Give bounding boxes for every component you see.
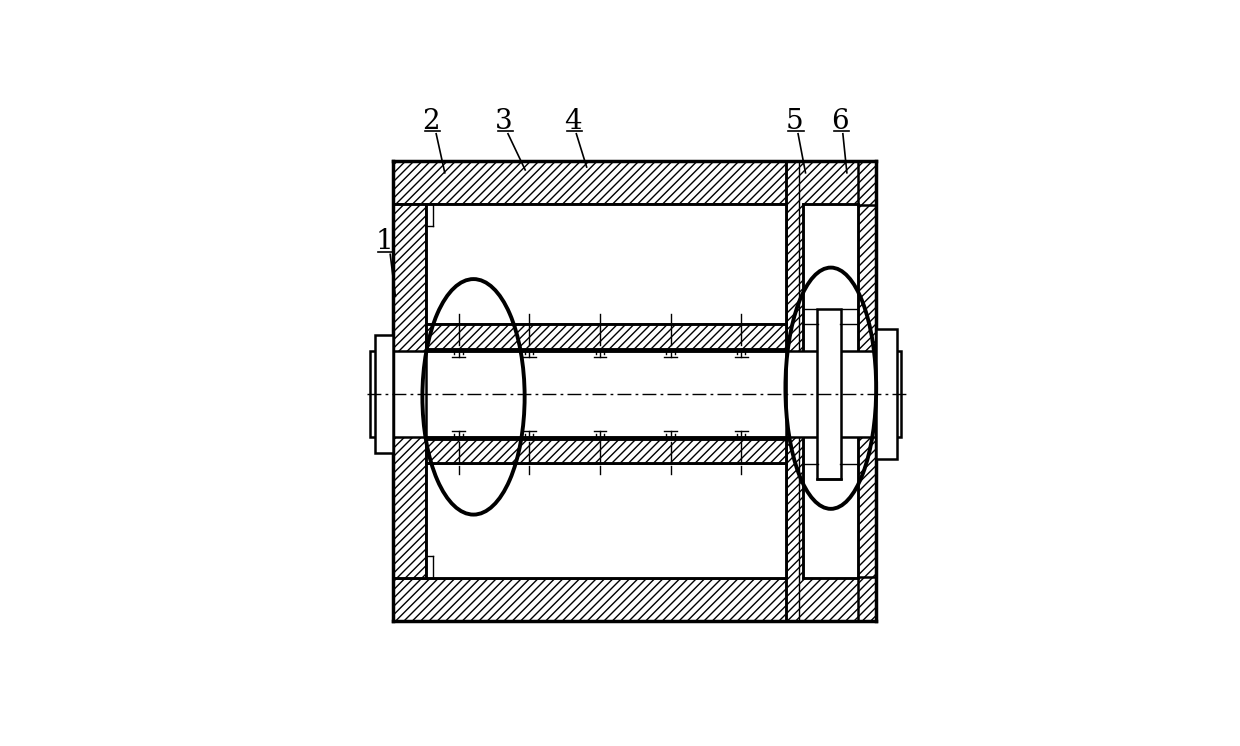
Bar xyxy=(427,325,786,349)
Bar xyxy=(804,204,858,577)
Bar xyxy=(393,161,875,204)
Bar xyxy=(858,161,875,205)
Bar xyxy=(427,463,786,577)
Text: 2: 2 xyxy=(422,107,439,134)
Bar xyxy=(427,439,786,463)
Bar xyxy=(393,577,875,621)
Bar xyxy=(427,204,786,325)
Bar xyxy=(858,577,875,621)
Bar xyxy=(817,310,841,479)
Bar xyxy=(875,329,898,459)
Text: 1: 1 xyxy=(376,228,393,255)
Bar xyxy=(374,335,393,453)
Bar xyxy=(393,204,427,577)
Bar xyxy=(370,351,901,437)
Text: 3: 3 xyxy=(495,107,512,134)
Text: 5: 5 xyxy=(786,107,804,134)
Bar xyxy=(786,161,875,621)
Text: 4: 4 xyxy=(564,107,582,134)
Text: 6: 6 xyxy=(831,107,848,134)
Bar xyxy=(427,204,786,577)
